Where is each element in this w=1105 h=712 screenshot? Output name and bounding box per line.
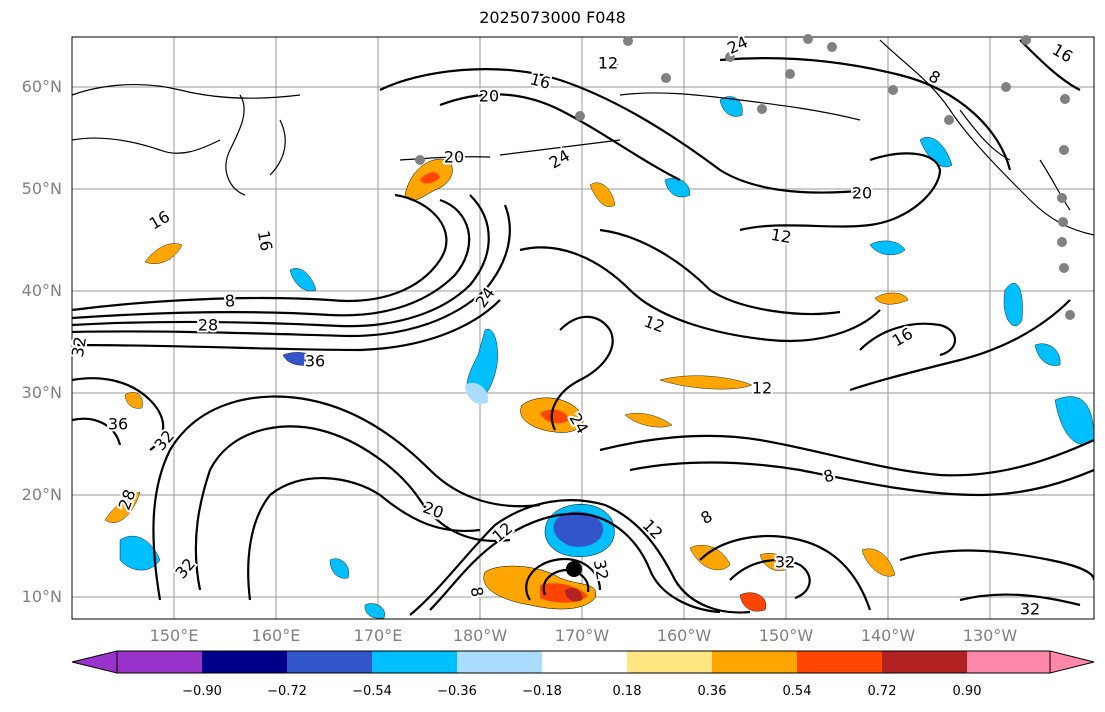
lat-label-40n: 40°N	[21, 281, 62, 300]
contour-value-label: 8	[224, 291, 236, 311]
contour-value-label: 20	[421, 498, 447, 523]
contour-value-label: 16	[1049, 40, 1076, 67]
lat-label-10n: 10°N	[21, 587, 62, 606]
coastlines	[72, 39, 1094, 236]
contour-value-label: 12	[752, 379, 772, 398]
contour-value-label: 36	[305, 352, 325, 371]
contour-value-label: 16	[528, 69, 553, 93]
colorbar-tick-label: −0.36	[437, 684, 477, 699]
colorbar-tick-label: 0.90	[952, 684, 982, 699]
colorbar	[71, 650, 1095, 674]
lon-label-180w: 180°W	[452, 626, 508, 645]
colorbar-segment	[882, 651, 967, 673]
lat-label-60n: 60°N	[21, 77, 62, 96]
contour-value-label: 20	[444, 148, 464, 167]
map-title: 2025073000 F048	[479, 8, 626, 27]
colorbar-segment	[627, 651, 712, 673]
contour-value-label: 32	[775, 553, 795, 572]
lon-label-160w: 160°W	[656, 626, 712, 645]
contour-lines	[72, 39, 1094, 616]
map-frame	[71, 36, 1095, 620]
contour-value-label: 12	[769, 225, 792, 247]
lat-label-20n: 20°N	[21, 485, 62, 504]
colorbar-segment	[797, 651, 882, 673]
contour-value-label: 8	[467, 585, 487, 598]
contour-value-label: 16	[889, 324, 916, 351]
lon-label-150e: 150°E	[149, 626, 199, 645]
colorbar-tick-label: 0.54	[782, 684, 812, 699]
contour-value-label: 20	[852, 184, 872, 203]
colorbar-segment	[542, 651, 627, 673]
lon-label-150w: 150°W	[758, 626, 814, 645]
contour-value-label: 24	[546, 146, 573, 173]
colorbar-segment	[457, 651, 542, 673]
colorbar-tick-label: 0.36	[697, 684, 727, 699]
lon-label-170e: 170°E	[353, 626, 403, 645]
contour-value-label: 24	[472, 284, 499, 312]
contour-value-label: 20	[479, 87, 499, 106]
colorbar-segment	[967, 651, 1050, 673]
contour-value-label: 16	[146, 207, 173, 234]
contour-value-label: 32	[1020, 600, 1040, 619]
contour-value-label: 12	[642, 312, 668, 337]
colorbar-tick-label: 0.18	[612, 684, 642, 699]
colorbar-segment	[287, 651, 372, 673]
station-markers	[415, 34, 1075, 320]
contour-value-label: 8	[697, 506, 715, 528]
lon-label-140w: 140°W	[860, 626, 916, 645]
contour-value-label: 12	[598, 54, 618, 73]
colorbar-outline	[116, 650, 1051, 674]
contour-value-label: 32	[68, 335, 90, 358]
colorbar-segment	[372, 651, 457, 673]
shaded-field-patches	[104, 96, 1094, 619]
contour-value-label: 28	[198, 316, 218, 335]
colorbar-right-arrow	[1049, 650, 1095, 674]
lat-label-50n: 50°N	[21, 179, 62, 198]
contour-value-label: 32	[171, 554, 199, 582]
colorbar-tick-label: −0.54	[352, 684, 392, 699]
contour-value-label: 12	[639, 515, 667, 543]
lat-label-30n: 30°N	[21, 383, 62, 402]
storm-center-marker	[566, 561, 582, 577]
contour-value-label: 32	[590, 558, 612, 581]
lon-label-160e: 160°E	[251, 626, 301, 645]
colorbar-segment	[202, 651, 287, 673]
colorbar-segment	[117, 651, 202, 673]
contour-value-label: 36	[108, 415, 128, 434]
colorbar-tick-label: −0.18	[522, 684, 562, 699]
contour-value-label: 16	[254, 229, 276, 252]
colorbar-tick-label: −0.90	[182, 684, 222, 699]
lon-label-130w: 130°W	[962, 626, 1018, 645]
colorbar-left-arrow	[71, 650, 118, 674]
colorbar-tick-label: 0.72	[867, 684, 897, 699]
contour-value-label: 8	[821, 466, 836, 487]
lon-label-170w: 170°W	[554, 626, 610, 645]
colorbar-segment	[712, 651, 797, 673]
colorbar-tick-label: −0.72	[267, 684, 307, 699]
